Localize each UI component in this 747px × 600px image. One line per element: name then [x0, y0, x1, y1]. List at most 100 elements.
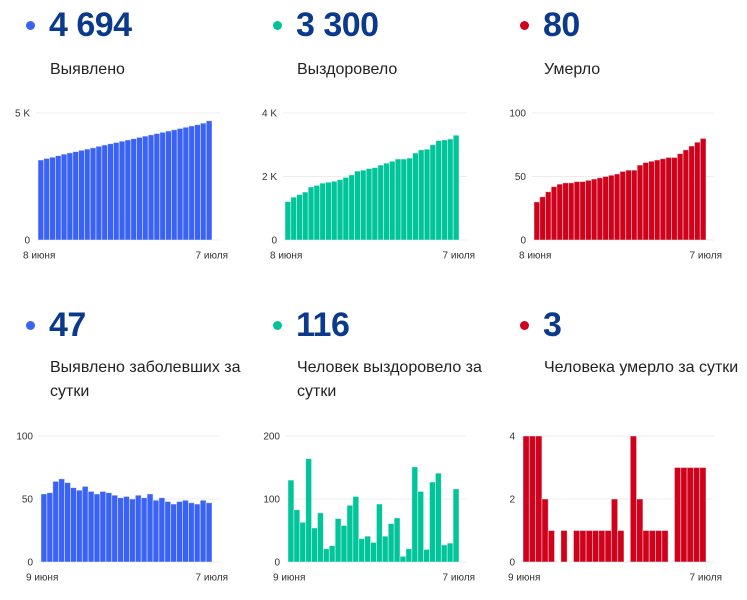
daily-value: 3: [543, 306, 562, 344]
bar: [699, 137, 707, 241]
bar: [686, 467, 694, 563]
bar: [146, 493, 154, 563]
bar: [446, 542, 454, 563]
x-label-end: 7 июля: [443, 573, 475, 584]
card-detected-daily: 47 Выявлено заболевших за сутки: [0, 300, 247, 600]
bar: [429, 481, 436, 563]
card-label: Умерло: [544, 61, 601, 78]
bar: [533, 201, 541, 241]
bar: [411, 466, 419, 563]
bar: [440, 544, 448, 563]
bar: [376, 503, 383, 563]
total-value: 3 300: [296, 6, 379, 44]
legend-dot-icon: [273, 321, 282, 330]
bar: [58, 478, 65, 563]
bar: [123, 496, 130, 563]
bar: [608, 174, 615, 241]
bar: [654, 159, 661, 241]
bar: [113, 142, 120, 241]
bar: [631, 169, 638, 241]
y-tick-label: 4: [509, 432, 515, 443]
y-tick-label: 2: [509, 495, 515, 506]
bar: [365, 168, 373, 241]
bar: [305, 458, 312, 563]
card-label: Выздоровело: [297, 61, 398, 78]
card-recovered-daily: 116 Человек выздоровело за сутки: [247, 300, 494, 600]
bar: [165, 130, 172, 241]
card-label: Человека умерло за сутки: [544, 359, 739, 376]
bar: [64, 482, 71, 563]
bar: [613, 173, 621, 241]
bar: [417, 149, 425, 241]
bar: [387, 523, 395, 563]
bar: [170, 129, 178, 241]
legend-dot-icon: [520, 21, 529, 30]
bar: [648, 160, 655, 241]
bar: [182, 126, 190, 241]
bar: [383, 162, 390, 241]
card-deaths: 80 Умерло: [494, 0, 741, 300]
bar: [602, 176, 609, 241]
bar: [406, 157, 413, 241]
bar: [550, 186, 558, 241]
bar: [579, 530, 587, 563]
bar: [348, 174, 355, 241]
bar: [585, 179, 592, 241]
bar: [193, 503, 201, 563]
bar: [680, 467, 688, 563]
bar: [176, 501, 183, 563]
x-label-end: 7 июля: [690, 573, 722, 584]
legend-dot-icon: [273, 21, 282, 30]
bar: [287, 479, 295, 563]
bar: [592, 530, 600, 563]
bar: [556, 183, 564, 241]
y-tick-label: 50: [515, 172, 527, 183]
bar: [400, 158, 408, 241]
bar: [130, 138, 138, 241]
bar: [317, 512, 324, 563]
bar: [661, 530, 669, 563]
y-tick-label: 4 K: [262, 109, 277, 120]
bar: [49, 156, 56, 241]
legend-dot-icon: [26, 21, 35, 30]
bar: [642, 162, 650, 241]
bar: [596, 177, 604, 241]
bar: [46, 492, 54, 563]
bar: [72, 151, 80, 241]
bar: [354, 170, 361, 241]
bar: [313, 184, 321, 241]
bar: [93, 493, 101, 563]
bar: [118, 140, 126, 241]
bar: [182, 499, 189, 563]
y-tick-label: 0: [274, 558, 280, 569]
x-label-start: 9 июня: [26, 573, 58, 584]
bar: [147, 134, 155, 241]
bar: [342, 177, 350, 241]
x-label-end: 7 июля: [196, 251, 228, 262]
bar: [164, 501, 172, 563]
bar: [674, 467, 682, 563]
bar: [170, 503, 178, 563]
bar: [141, 135, 149, 241]
bar: [417, 491, 425, 563]
bar: [694, 141, 701, 241]
y-tick-label: 0: [509, 558, 515, 569]
legend-dot-icon: [520, 321, 529, 330]
x-label-end: 7 июля: [443, 251, 475, 262]
bar: [364, 535, 371, 563]
bar: [205, 502, 213, 563]
card-recovered: 3 300 Выздоровело: [247, 0, 494, 300]
bar: [394, 158, 402, 241]
card-deaths-daily: 3 Человека умерло за сутки: [494, 300, 741, 600]
bar: [205, 120, 213, 241]
bar: [52, 480, 60, 563]
bar: [301, 191, 309, 241]
bar: [346, 504, 354, 563]
bar: [111, 494, 119, 563]
bar: [307, 186, 315, 241]
bar: [152, 499, 160, 563]
bar: [371, 167, 379, 241]
bar: [655, 530, 663, 563]
bar: [84, 148, 91, 241]
